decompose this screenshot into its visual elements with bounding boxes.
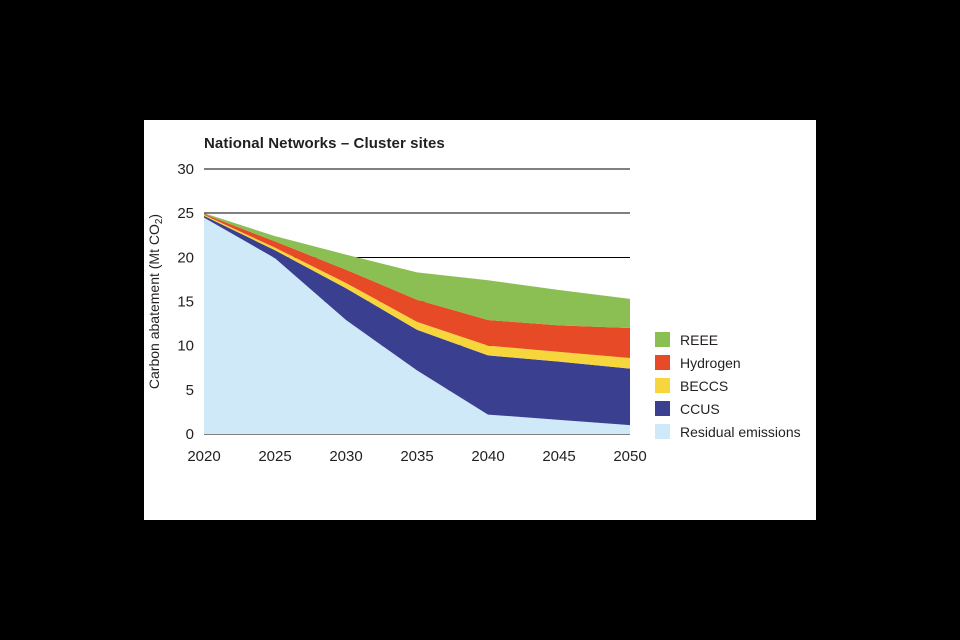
y-tick-label: 5	[186, 382, 194, 399]
y-tick-label: 30	[177, 161, 194, 178]
area-hydrogen	[204, 214, 630, 359]
x-tick-label: 2040	[471, 448, 504, 465]
x-tick-label: 2045	[542, 448, 575, 465]
legend-label: REEE	[680, 331, 719, 348]
legend-label: Residual emissions	[680, 423, 801, 440]
legend-swatch	[655, 355, 670, 370]
legend-swatch	[655, 378, 670, 393]
x-tick-label: 2035	[400, 448, 433, 465]
y-tick-label: 15	[177, 294, 194, 311]
legend-item: BECCS	[655, 377, 801, 394]
chart-legend: REEE Hydrogen BECCS CCUS Residual emissions	[655, 331, 801, 440]
y-axis-title: Carbon abatement (Mt CO2)	[146, 214, 165, 389]
legend-swatch	[655, 424, 670, 439]
legend-item: Hydrogen	[655, 354, 801, 371]
legend-item: Residual emissions	[655, 423, 801, 440]
y-tick-label: 10	[177, 338, 194, 355]
x-tick-label: 2020	[187, 448, 220, 465]
x-tick-label: 2050	[613, 448, 646, 465]
legend-label: CCUS	[680, 400, 720, 417]
legend-item: REEE	[655, 331, 801, 348]
area-reee	[204, 213, 630, 328]
x-tick-label: 2025	[258, 448, 291, 465]
legend-label: BECCS	[680, 377, 729, 394]
y-tick-label: 20	[177, 249, 194, 266]
y-tick-label: 0	[186, 426, 194, 443]
legend-swatch	[655, 401, 670, 416]
legend-swatch	[655, 332, 670, 347]
legend-item: CCUS	[655, 400, 801, 417]
area-residual-emissions	[204, 217, 630, 434]
area-ccus	[204, 215, 630, 426]
y-tick-label: 25	[177, 205, 194, 222]
x-tick-label: 2030	[329, 448, 362, 465]
chart-title: National Networks – Cluster sites	[204, 135, 445, 152]
chart-card: National Networks – Cluster sites 0 5 10 15…	[144, 120, 816, 520]
legend-label: Hydrogen	[680, 354, 741, 371]
